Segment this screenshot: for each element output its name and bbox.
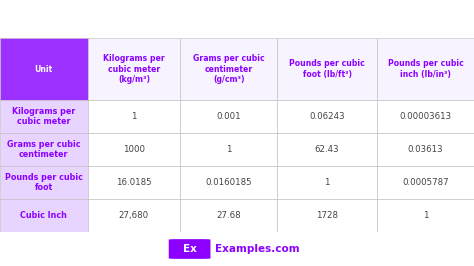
Text: CONVERSION OF DENSITY UNITS: CONVERSION OF DENSITY UNITS <box>91 11 383 27</box>
Text: 1: 1 <box>226 145 231 154</box>
Bar <box>277 100 377 133</box>
Text: 0.0160185: 0.0160185 <box>205 178 252 187</box>
Bar <box>277 133 377 166</box>
Text: 0.00003613: 0.00003613 <box>400 112 451 121</box>
Bar <box>377 100 474 133</box>
Text: Examples.com: Examples.com <box>215 244 300 254</box>
Text: Pounds per cubic
foot (lb/ft³): Pounds per cubic foot (lb/ft³) <box>289 59 365 79</box>
Text: Pounds per cubic
inch (lb/in³): Pounds per cubic inch (lb/in³) <box>388 59 463 79</box>
Bar <box>377 199 474 232</box>
Text: Cubic Inch: Cubic Inch <box>20 211 67 220</box>
Text: 0.001: 0.001 <box>217 112 241 121</box>
Bar <box>88 38 180 100</box>
Text: Unit: Unit <box>35 65 53 73</box>
Bar <box>88 166 180 199</box>
Bar <box>0 100 88 133</box>
Bar <box>180 199 277 232</box>
Text: 1728: 1728 <box>316 211 338 220</box>
Bar <box>88 133 180 166</box>
Bar <box>377 166 474 199</box>
Bar <box>180 38 277 100</box>
Bar <box>0 199 88 232</box>
Bar <box>277 199 377 232</box>
Text: Pounds per cubic
foot: Pounds per cubic foot <box>5 173 83 192</box>
Text: Ex: Ex <box>182 244 197 254</box>
Text: 1: 1 <box>324 178 330 187</box>
Bar <box>377 133 474 166</box>
Bar <box>0 133 88 166</box>
Bar <box>0 166 88 199</box>
Bar <box>180 100 277 133</box>
Text: Grams per cubic
centimeter
(g/cm³): Grams per cubic centimeter (g/cm³) <box>193 54 264 84</box>
Text: 27.68: 27.68 <box>217 211 241 220</box>
Text: Kilograms per
cubic meter: Kilograms per cubic meter <box>12 107 75 126</box>
Text: 27,680: 27,680 <box>119 211 149 220</box>
Text: 0.03613: 0.03613 <box>408 145 443 154</box>
Bar <box>88 199 180 232</box>
Text: 62.43: 62.43 <box>315 145 339 154</box>
Bar <box>180 166 277 199</box>
Bar <box>277 38 377 100</box>
Bar <box>377 38 474 100</box>
Bar <box>277 166 377 199</box>
Bar <box>180 133 277 166</box>
Text: 0.06243: 0.06243 <box>309 112 345 121</box>
Text: 1: 1 <box>423 211 428 220</box>
Bar <box>0 38 88 100</box>
Text: 16.0185: 16.0185 <box>116 178 152 187</box>
FancyBboxPatch shape <box>169 239 210 259</box>
Text: Grams per cubic
centimeter: Grams per cubic centimeter <box>7 140 81 159</box>
Text: 0.0005787: 0.0005787 <box>402 178 449 187</box>
Text: 1000: 1000 <box>123 145 145 154</box>
Text: Kilograms per
cubic meter
(kg/m³): Kilograms per cubic meter (kg/m³) <box>103 54 165 84</box>
Bar <box>88 100 180 133</box>
Text: 1: 1 <box>131 112 137 121</box>
